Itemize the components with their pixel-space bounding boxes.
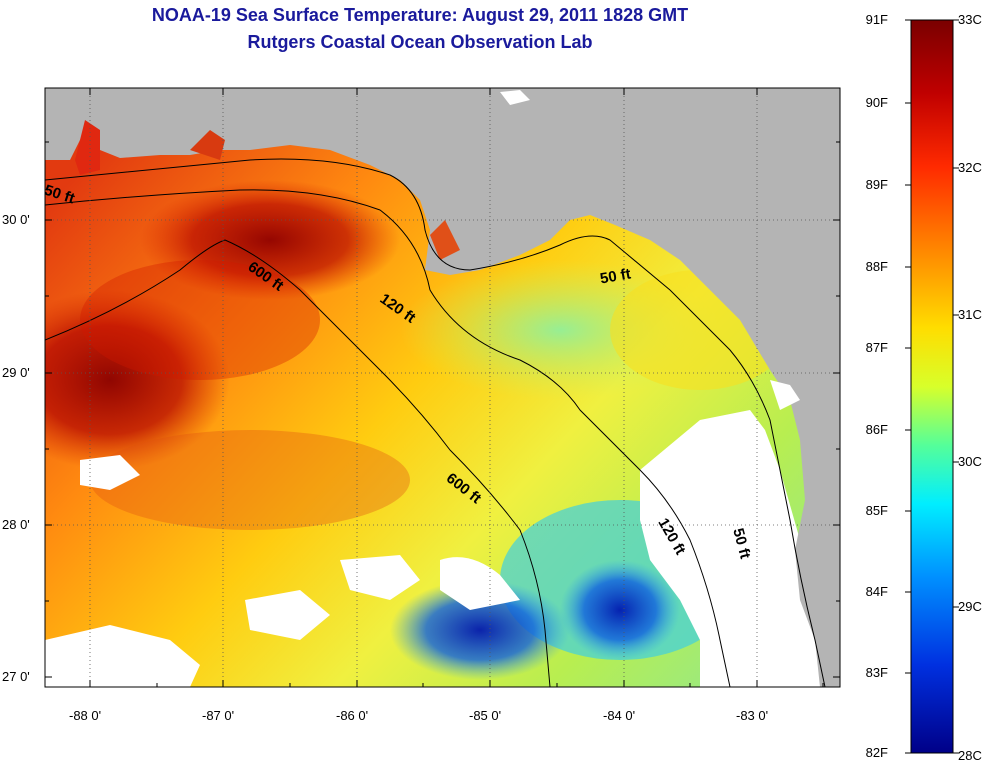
colorbar-label-f: 82F xyxy=(865,745,888,760)
land-area xyxy=(45,88,840,687)
colorbar-label-f: 90F xyxy=(865,95,888,110)
contour-600ft xyxy=(45,239,551,687)
lat-lon-grid xyxy=(45,88,840,687)
contour-120ft xyxy=(45,189,731,687)
cloud-area xyxy=(640,410,840,687)
colorbar-label-c: 32C xyxy=(958,160,982,175)
colorbar xyxy=(910,19,954,754)
colorbar-label-f: 85F xyxy=(865,503,888,518)
map-frame xyxy=(44,87,841,688)
colorbar-label-c: 29C xyxy=(958,599,982,614)
lat-label-29: 29 0' xyxy=(2,365,30,380)
lon-label-85: -85 0' xyxy=(469,708,502,723)
map-subtitle: Rutgers Coastal Ocean Observation Lab xyxy=(247,32,593,52)
lon-label-88: -88 0' xyxy=(69,708,102,723)
colorbar-label-c: 33C xyxy=(958,12,982,27)
lon-label-87: -87 0' xyxy=(202,708,235,723)
contour-50ft xyxy=(45,158,826,687)
colorbar-ticks xyxy=(905,19,959,754)
colorbar-label-f: 88F xyxy=(865,259,888,274)
colorbar-label-f: 89F xyxy=(865,177,888,192)
lat-label-27: 27 0' xyxy=(2,669,30,684)
colorbar-label-f: 84F xyxy=(865,584,888,599)
lat-label-30: 30 0' xyxy=(2,212,30,227)
colorbar-label-f: 91F xyxy=(865,12,888,27)
lat-label-28: 28 0' xyxy=(2,517,30,532)
colorbar-label-c: 31C xyxy=(958,307,982,322)
lon-label-84: -84 0' xyxy=(603,708,636,723)
colorbar-label-c: 28C xyxy=(958,748,982,763)
colorbar-label-f: 86F xyxy=(865,422,888,437)
lon-label-83: -83 0' xyxy=(736,708,769,723)
axis-ticks xyxy=(45,88,840,687)
colorbar-label-f: 87F xyxy=(865,340,888,355)
lon-label-86: -86 0' xyxy=(336,708,369,723)
map-title: NOAA-19 Sea Surface Temperature: August … xyxy=(151,5,689,25)
bathymetry-contours xyxy=(45,158,826,687)
colorbar-label-c: 30C xyxy=(958,454,982,469)
colorbar-label-f: 83F xyxy=(865,665,888,680)
